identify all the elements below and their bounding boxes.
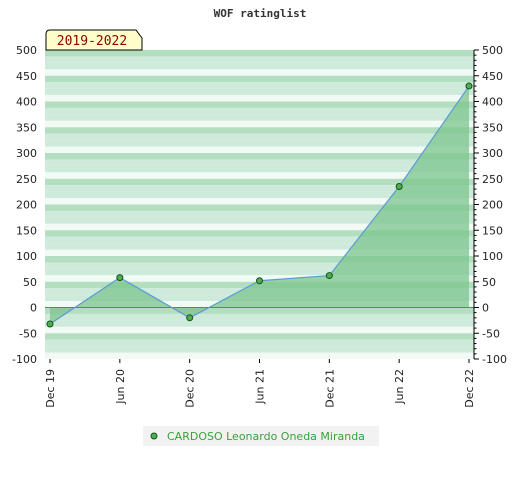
grid-band	[45, 88, 474, 96]
data-point	[116, 274, 124, 282]
y-tick-label-right: 350	[482, 121, 503, 134]
grid-band	[45, 236, 474, 244]
chart-title: WOF ratinglist	[214, 7, 307, 20]
grid-band	[45, 153, 474, 160]
y-tick-label-left: 350	[16, 121, 37, 134]
data-point	[186, 314, 194, 322]
grid-band	[45, 262, 474, 269]
y-tick-label-right: 400	[482, 96, 503, 109]
grid-band	[45, 50, 474, 57]
x-tick-label: Jun 20	[114, 369, 127, 405]
data-point	[325, 272, 333, 280]
grid-band	[45, 217, 474, 224]
y-tick-label-left: 400	[16, 96, 37, 109]
y-tick-label-right: 150	[482, 224, 503, 237]
y-tick-label-right: 450	[482, 70, 503, 83]
grid-band	[45, 178, 474, 186]
x-tick-label: Dec 21	[323, 369, 336, 408]
legend[interactable]: CARDOSO Leonardo Oneda Miranda	[143, 426, 379, 446]
y-tick-label-left: 0	[30, 302, 37, 315]
y-tick-label-left: 200	[16, 199, 37, 212]
data-point	[46, 320, 54, 328]
grid-band	[45, 114, 474, 121]
grid-band	[45, 191, 474, 199]
grid-band	[45, 230, 474, 237]
x-tick-label: Jun 21	[254, 369, 267, 405]
data-point	[465, 82, 473, 90]
y-tick-label-right: 50	[482, 276, 496, 289]
data-point	[256, 277, 263, 285]
y-tick-label-right: 500	[482, 44, 503, 57]
y-tick-label-right: 0	[482, 302, 489, 315]
grid-band	[45, 268, 474, 276]
grid-band	[45, 107, 474, 115]
legend-label: CARDOSO Leonardo Oneda Miranda	[167, 430, 365, 443]
y-tick-label-left: 150	[16, 224, 37, 237]
grid-band	[45, 198, 474, 205]
y-axis-right: -100 -50 0 50 100 150 200 250 300 350 400 450 500	[473, 44, 507, 366]
series-markers	[46, 82, 473, 328]
grid-band	[45, 352, 474, 359]
grid-band	[45, 62, 474, 70]
grid-band	[45, 95, 474, 102]
y-tick-label-right: -100	[482, 353, 507, 366]
period-label: 2019-2022	[57, 34, 127, 49]
grid-band	[45, 56, 474, 63]
grid-band	[45, 313, 474, 321]
x-tick-label: Dec 19	[44, 369, 57, 408]
y-tick-label-right: 300	[482, 147, 503, 160]
y-axis-left: -100 -50 0 50 100 150 200 250 300 350 400 450 500	[12, 44, 37, 366]
grid-band	[45, 339, 474, 347]
series-area	[50, 86, 469, 324]
grid-band	[45, 307, 474, 314]
period-badge: 2019-2022	[45, 29, 143, 51]
grid-band	[45, 127, 474, 134]
y-tick-label-left: -50	[19, 327, 37, 340]
y-tick-label-right: 100	[482, 250, 503, 263]
y-tick-label-left: 100	[16, 250, 37, 263]
grid-band	[45, 326, 474, 334]
grid-band	[45, 133, 474, 141]
period-badge-shape	[45, 29, 143, 51]
x-axis: Dec 19 Jun 20 Dec 20 Jun 21 Dec 21 Jun 22 Dec …	[44, 359, 476, 408]
y-tick-label-left: -100	[12, 353, 37, 366]
grid-band	[45, 120, 474, 128]
grid-band	[45, 346, 474, 353]
grid-band	[45, 146, 474, 153]
y-tick-label-right: 200	[482, 199, 503, 212]
x-tick-label: Dec 22	[463, 369, 476, 408]
grid-band	[45, 185, 474, 192]
grid-band	[45, 69, 474, 76]
grid-band	[45, 82, 474, 89]
legend-marker	[150, 432, 158, 440]
grid-band	[45, 140, 474, 147]
grid-band	[45, 159, 474, 166]
y-tick-label-left: 500	[16, 44, 37, 57]
grid-band	[45, 243, 474, 250]
grid-band	[45, 165, 474, 173]
legend-box	[143, 426, 379, 446]
grid-band	[45, 256, 474, 263]
grid-band	[45, 75, 474, 83]
y-tick-label-right: -50	[482, 327, 500, 340]
x-tick-label: Dec 20	[184, 369, 197, 408]
grid-band	[45, 333, 474, 340]
grid-band	[45, 249, 474, 256]
y-tick-label-left: 450	[16, 70, 37, 83]
grid-band	[45, 223, 474, 231]
y-tick-label-right: 250	[482, 173, 503, 186]
data-point	[395, 182, 403, 190]
y-tick-label-left: 300	[16, 147, 37, 160]
grid-band	[45, 101, 474, 108]
y-tick-label-left: 50	[23, 276, 37, 289]
grid-band	[45, 172, 474, 179]
grid-band	[45, 204, 474, 211]
grid-band	[45, 320, 474, 327]
series-area-fill	[50, 86, 469, 324]
grid-band	[45, 210, 474, 218]
y-tick-label-left: 250	[16, 173, 37, 186]
x-tick-label: Jun 22	[393, 369, 406, 405]
